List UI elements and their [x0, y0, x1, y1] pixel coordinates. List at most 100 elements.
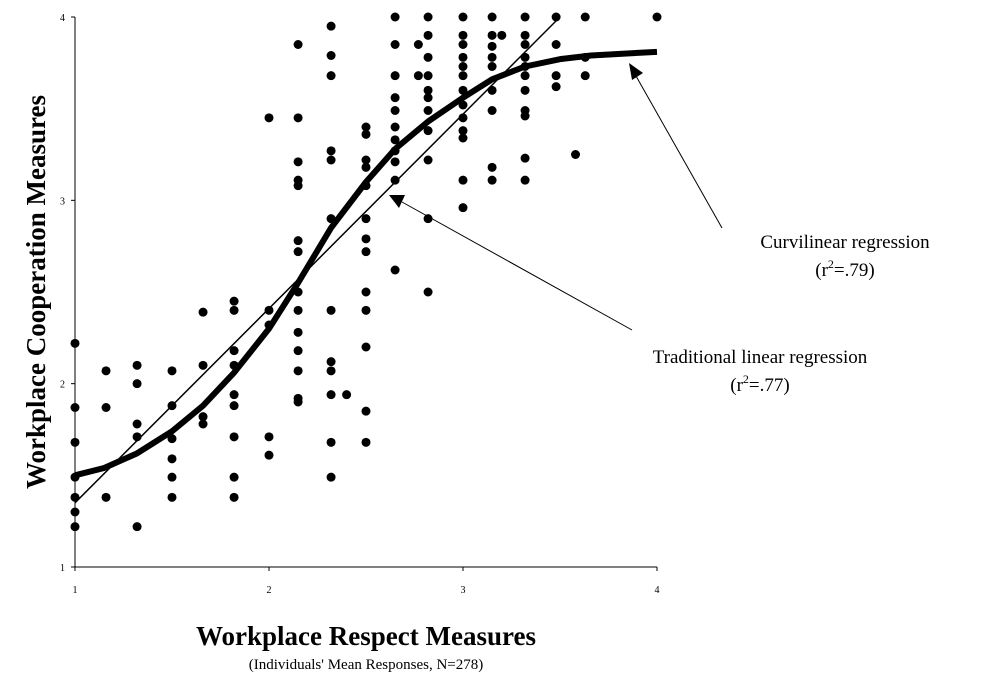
point	[361, 247, 371, 257]
point	[423, 93, 433, 103]
point	[458, 12, 468, 22]
point	[390, 135, 400, 145]
point	[361, 342, 371, 352]
point	[520, 71, 530, 81]
point	[361, 305, 371, 315]
point	[198, 419, 208, 429]
point	[423, 106, 433, 115]
superscript: 2	[743, 372, 749, 386]
subtitle: (Individuals' Mean Responses, N=278)	[249, 657, 483, 673]
point	[487, 175, 497, 185]
point	[198, 360, 208, 370]
point	[70, 507, 80, 517]
point	[390, 71, 400, 81]
point	[293, 305, 303, 315]
point	[413, 71, 423, 81]
point	[458, 133, 468, 143]
point	[487, 12, 497, 22]
point	[487, 41, 497, 51]
point	[264, 113, 274, 123]
point	[361, 406, 371, 416]
point	[361, 129, 371, 139]
point	[361, 162, 371, 172]
point	[390, 175, 400, 185]
point	[198, 412, 208, 422]
y-axis-label: Workplace Cooperation Measures	[21, 95, 51, 489]
annotation-text: (r	[815, 260, 828, 281]
arrow-head	[389, 195, 405, 208]
point	[70, 403, 80, 412]
point	[229, 305, 239, 315]
point	[390, 93, 400, 103]
point	[264, 450, 274, 460]
y-tick-label: 2	[60, 380, 65, 391]
point	[264, 432, 274, 442]
point	[326, 155, 336, 165]
point	[293, 327, 303, 337]
point	[293, 113, 303, 123]
point	[580, 71, 590, 81]
point	[361, 122, 371, 132]
point	[458, 175, 468, 185]
point	[423, 85, 433, 95]
point	[580, 12, 590, 22]
point	[423, 214, 433, 224]
point	[132, 379, 142, 389]
point	[361, 234, 371, 244]
point	[70, 437, 80, 447]
point	[293, 181, 303, 191]
point	[326, 51, 336, 60]
point	[551, 40, 561, 49]
point	[390, 106, 400, 115]
point	[132, 419, 142, 429]
point	[326, 437, 336, 447]
point	[101, 492, 111, 502]
superscript: 2	[828, 257, 834, 271]
point	[423, 52, 433, 62]
point	[326, 390, 336, 400]
point	[520, 85, 530, 95]
point	[326, 21, 336, 31]
point	[326, 357, 336, 367]
point	[652, 12, 662, 22]
y-tick-label: 4	[60, 13, 65, 24]
point	[326, 366, 336, 376]
point	[390, 40, 400, 49]
point	[326, 146, 336, 156]
point	[229, 296, 239, 306]
y-tick-label: 1	[60, 563, 65, 574]
point	[326, 472, 336, 482]
point	[423, 155, 433, 165]
point	[423, 287, 433, 297]
point	[423, 30, 433, 40]
point	[229, 401, 239, 411]
point	[458, 40, 468, 49]
point	[167, 454, 177, 464]
point	[167, 434, 177, 444]
point	[390, 12, 400, 22]
x-tick-label: 4	[655, 585, 660, 596]
point	[229, 492, 239, 502]
point	[264, 305, 274, 315]
point	[487, 106, 497, 115]
point	[70, 522, 80, 532]
x-tick-label: 2	[267, 585, 272, 596]
annotation-r2: (r2=.79)	[815, 257, 874, 281]
point	[551, 71, 561, 81]
annotation-r2: (r2=.77)	[730, 372, 789, 396]
point	[390, 122, 400, 132]
point	[132, 522, 142, 532]
point	[520, 12, 530, 22]
point	[293, 247, 303, 257]
point	[520, 111, 530, 121]
point	[458, 85, 468, 95]
annotation: Traditional linear regression	[653, 347, 868, 368]
point	[520, 30, 530, 40]
point	[293, 40, 303, 49]
x-axis-label: Workplace Respect Measures	[196, 621, 536, 651]
point	[229, 432, 239, 442]
point	[342, 390, 352, 400]
point	[423, 71, 433, 81]
point	[413, 40, 423, 49]
